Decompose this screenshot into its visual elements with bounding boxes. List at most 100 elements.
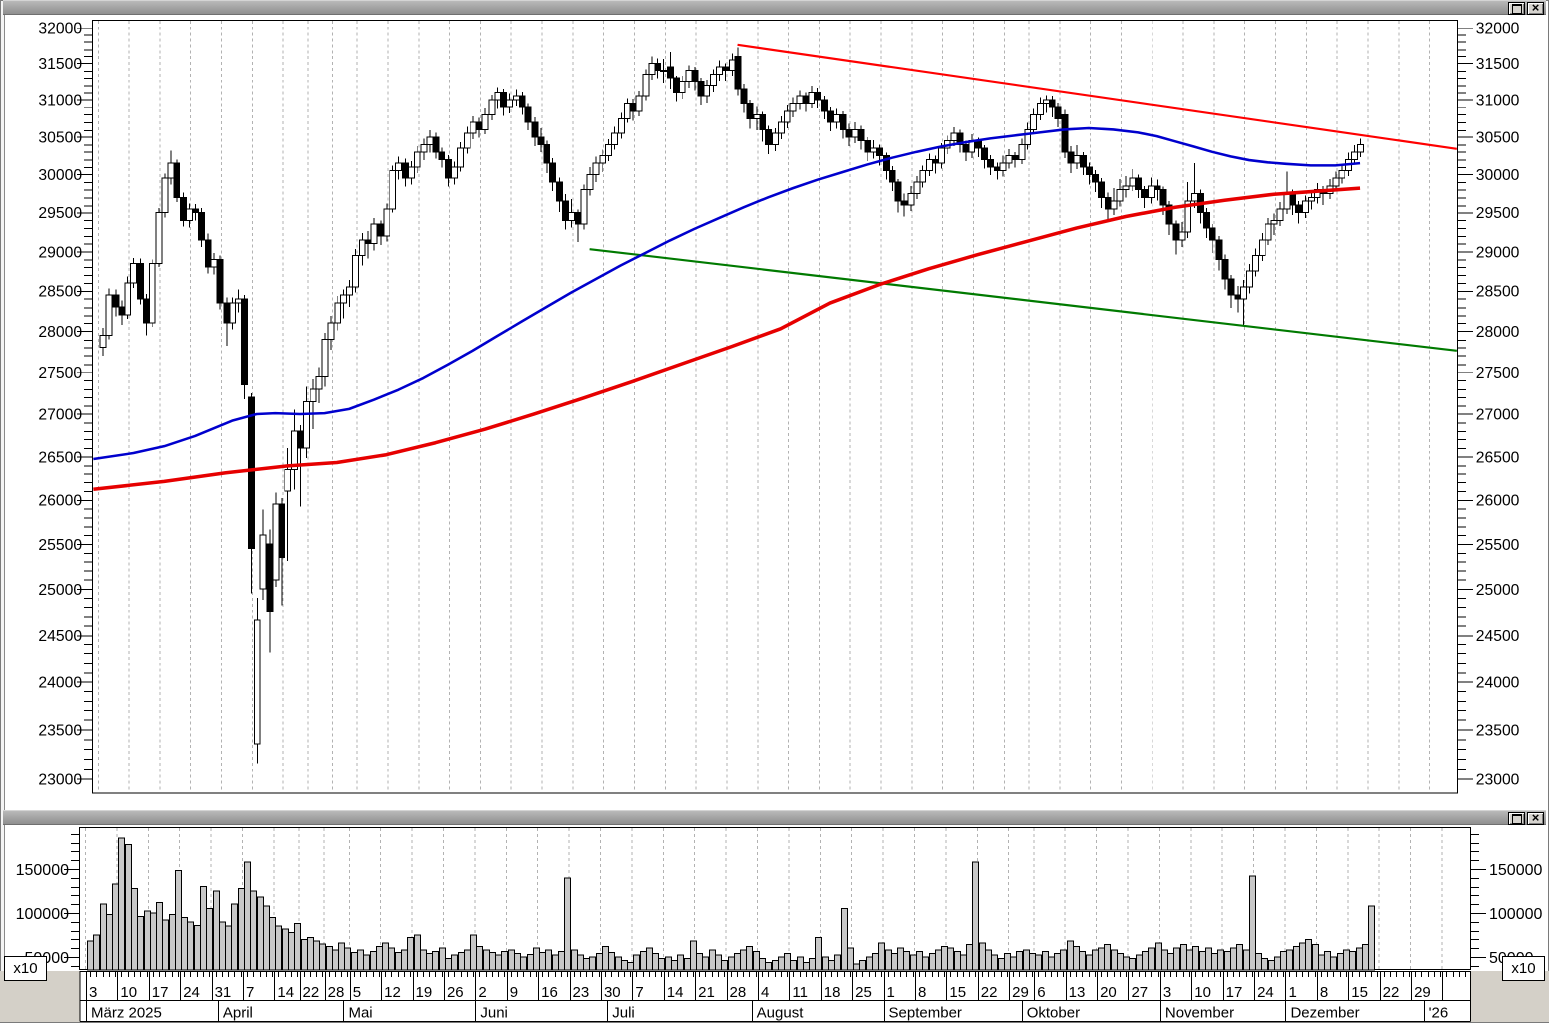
week-label: 17 <box>1226 984 1243 1001</box>
weekly-gridlines <box>97 20 1431 793</box>
volume-titlebar[interactable]: Volume-Kurs × <box>3 809 1546 839</box>
price-label-left: 26000 <box>38 493 82 510</box>
month-cells <box>86 1000 1425 1022</box>
price-label-left: 31000 <box>38 92 82 109</box>
price-label-left: 32000 <box>38 21 82 38</box>
price-label-right: 28500 <box>1476 284 1520 301</box>
month-label: Oktober <box>1027 1005 1080 1022</box>
week-label: 20 <box>1100 984 1117 1001</box>
month-label: November <box>1165 1005 1234 1022</box>
price-label-right: 32000 <box>1476 21 1520 38</box>
week-label: 1 <box>1288 984 1296 1001</box>
price-label-right: 31500 <box>1476 56 1520 73</box>
week-label: 24 <box>183 984 200 1001</box>
volume-maximize-button[interactable] <box>1508 812 1525 825</box>
week-label: 24 <box>1257 984 1274 1001</box>
week-label: 28 <box>328 984 345 1001</box>
volume-bars <box>87 837 1375 971</box>
week-label: 9 <box>510 984 518 1001</box>
price-label-left: 23500 <box>38 722 82 739</box>
week-label: 3 <box>89 984 97 1001</box>
main-chart-title: DE: MDAX, GD100, GD200 <box>22 15 178 29</box>
maximize-button[interactable] <box>1508 2 1525 15</box>
price-label-right: 25500 <box>1476 537 1520 554</box>
price-label-right: 30000 <box>1476 167 1520 184</box>
week-label: 25 <box>855 984 872 1001</box>
week-labels: 3 10 17 24 31 7 14 22 28 5 12 19 26 2 9 16 23 30 7 14 21 28 4 1… <box>89 984 1431 1001</box>
close-icon: × <box>1531 809 1540 825</box>
week-label: 22 <box>303 984 320 1001</box>
month-label: Mai <box>348 1005 372 1022</box>
week-label: 15 <box>949 984 966 1001</box>
week-label: 19 <box>416 984 433 1001</box>
week-label: 21 <box>698 984 715 1001</box>
month-label: '26 <box>1429 1005 1449 1022</box>
price-axis-labels: 23000 23000 23500 23500 24000 24000 24500 24500… <box>38 21 1519 789</box>
price-label-right: 29000 <box>1476 244 1520 261</box>
week-label: 16 <box>541 984 558 1001</box>
price-label-left: 24500 <box>38 628 82 645</box>
volume-multiplier-right: x10 <box>1502 956 1545 981</box>
volume-multiplier-left: x10 <box>4 956 47 981</box>
price-label-right: 27500 <box>1476 365 1520 382</box>
price-label-left: 28000 <box>38 324 82 341</box>
volume-chart-canvas[interactable]: 5000050000100000100000150000150000 <box>0 825 1549 971</box>
week-label: 6 <box>1037 984 1045 1001</box>
week-label: 17 <box>152 984 169 1001</box>
gd100-line <box>93 126 1361 461</box>
week-label: 1 <box>887 984 895 1001</box>
week-label: 13 <box>1069 984 1086 1001</box>
week-label: 10 <box>120 984 137 1001</box>
week-label: 5 <box>353 984 361 1001</box>
week-label: 12 <box>384 984 401 1001</box>
price-label-right: 26000 <box>1476 493 1520 510</box>
month-label: August <box>757 1005 805 1022</box>
close-button[interactable]: × <box>1527 0 1544 15</box>
week-label: 7 <box>246 984 254 1001</box>
month-label: April <box>223 1005 253 1022</box>
week-label: 8 <box>918 984 926 1001</box>
week-label: 29 <box>1012 984 1029 1001</box>
week-label: 22 <box>981 984 998 1001</box>
maximize-icon <box>1511 813 1522 824</box>
support-trendline <box>589 248 1457 352</box>
main-chart-titlebar[interactable]: DE: MDAX, GD100, GD200 × <box>3 0 1546 29</box>
price-label-right: 26500 <box>1476 450 1520 467</box>
price-label-right: 23500 <box>1476 722 1520 739</box>
price-label-left: 25000 <box>38 582 82 599</box>
price-label-left: 28500 <box>38 284 82 301</box>
month-label: Dezember <box>1290 1005 1359 1022</box>
price-label-left: 26500 <box>38 450 82 467</box>
week-label: 8 <box>1320 984 1328 1001</box>
date-axis-strip[interactable]: 3 10 17 24 31 7 14 22 28 5 12 19 26 2 9 16 23 30 7 14 21 28 4 1… <box>0 971 1549 1023</box>
week-label: 14 <box>667 984 684 1001</box>
week-label: 30 <box>604 984 621 1001</box>
price-label-right: 24000 <box>1476 674 1520 691</box>
resistance-trendline <box>737 43 1457 150</box>
close-icon: × <box>1531 0 1540 15</box>
volume-axis-ticks <box>64 834 1486 967</box>
price-label-left: 27500 <box>38 365 82 382</box>
price-label-left: 25500 <box>38 537 82 554</box>
price-label-right: 24500 <box>1476 628 1520 645</box>
price-chart-canvas[interactable]: 23000 23000 23500 23500 24000 24000 24500 24500… <box>0 15 1549 810</box>
price-label-left: 30500 <box>38 130 82 147</box>
price-label-right: 27000 <box>1476 406 1520 423</box>
volume-label-right: 100000 <box>1489 906 1542 923</box>
week-label: 4 <box>761 984 769 1001</box>
month-label: Juni <box>480 1005 508 1022</box>
volume-label-left: 150000 <box>16 862 69 879</box>
month-label: März 2025 <box>91 1005 162 1022</box>
price-label-right: 28000 <box>1476 324 1520 341</box>
price-label-left: 29500 <box>38 205 82 222</box>
week-label: 31 <box>215 984 232 1001</box>
week-label: 10 <box>1194 984 1211 1001</box>
volume-title: Volume-Kurs <box>22 825 97 839</box>
price-axis-ticks <box>77 27 1473 780</box>
week-label: 2 <box>478 984 486 1001</box>
price-label-right: 30500 <box>1476 130 1520 147</box>
week-label: 11 <box>792 984 808 1001</box>
candlesticks <box>99 47 1364 764</box>
volume-close-button[interactable]: × <box>1527 809 1544 825</box>
